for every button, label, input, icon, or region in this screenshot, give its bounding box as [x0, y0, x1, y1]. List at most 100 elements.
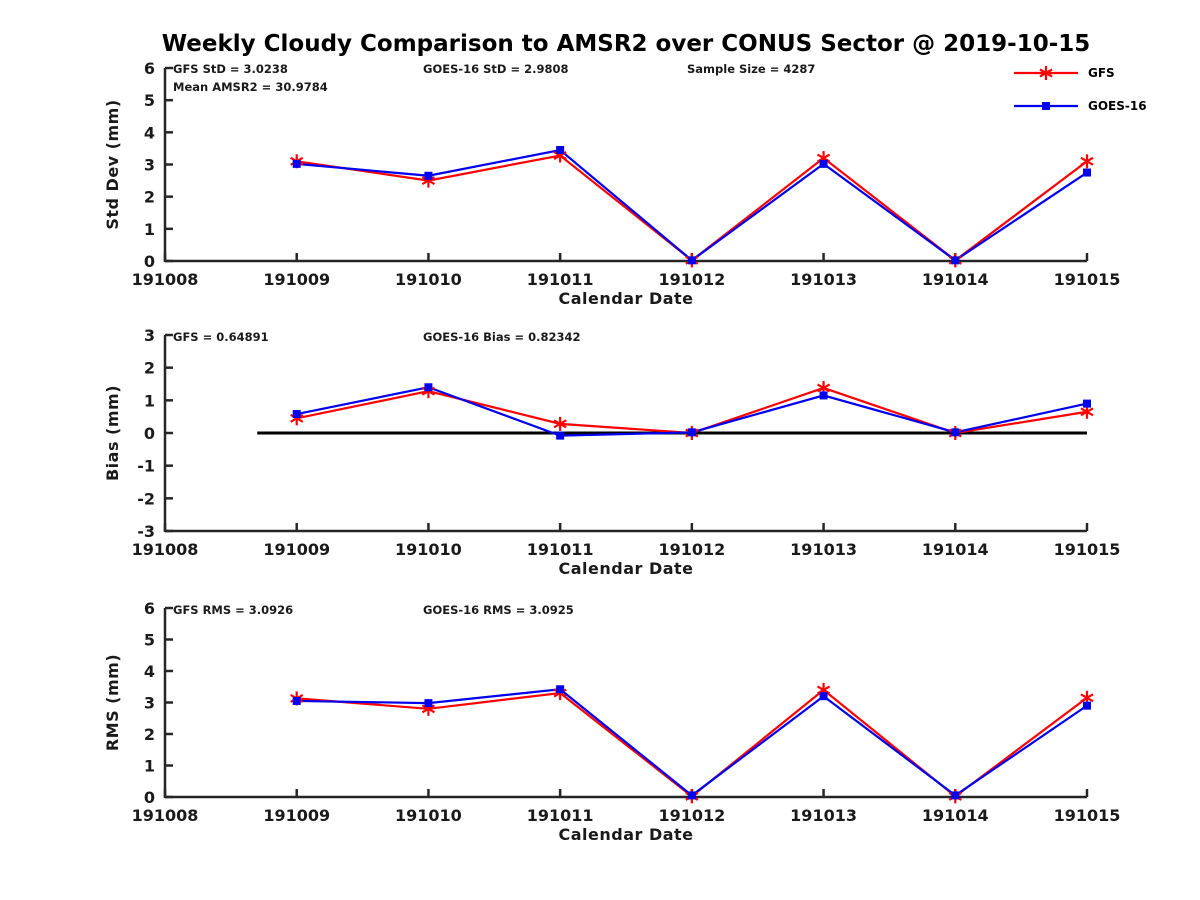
x-tick-label: 191008 [132, 806, 199, 825]
x-axis-label: Calendar Date [558, 289, 693, 308]
y-tick-label: 3 [144, 156, 155, 175]
x-tick-label: 191012 [658, 270, 725, 289]
x-tick-label: 191009 [263, 270, 330, 289]
stat-annotation: Sample Size = 4287 [687, 62, 815, 76]
y-tick-label: 1 [144, 391, 155, 410]
marker-square-icon [292, 696, 301, 705]
subplot-rms: 0 1 2 3 4 5 6 191008 191009 191010 191011 191012 191… [103, 599, 1120, 844]
y-tick-label: 4 [144, 123, 155, 142]
x-tick-label: 191011 [527, 806, 594, 825]
stat-annotation: GOES-16 Bias = 0.82342 [423, 330, 580, 344]
stat-annotation: GFS StD = 3.0238 [173, 62, 288, 76]
x-tick-label: 191008 [132, 270, 199, 289]
stat-annotation: GOES-16 RMS = 3.0925 [423, 603, 574, 617]
marker-square-icon [951, 428, 960, 437]
marker-square-icon [1083, 701, 1091, 710]
x-axis-label: Calendar Date [558, 559, 693, 578]
y-tick-label: -2 [137, 489, 155, 508]
legend-label-gfs: GFS [1088, 66, 1115, 80]
marker-square-icon [951, 791, 960, 800]
y-tick-label: 2 [144, 188, 155, 207]
y-tick-label: 5 [144, 631, 155, 650]
y-tick-label: 5 [144, 91, 155, 110]
y-tick-label: 0 [144, 252, 155, 271]
y-tick-label: -3 [137, 522, 155, 541]
marker-square-icon [1083, 168, 1091, 177]
y-tick-label: 4 [144, 662, 155, 681]
marker-square-icon [1083, 399, 1091, 408]
y-tick-label: 6 [144, 59, 155, 78]
y-tick-label: 3 [144, 326, 155, 345]
x-tick-label: 191012 [658, 806, 725, 825]
y-axis-label: Std Dev (mm) [103, 99, 122, 229]
x-tick-label: 191015 [1054, 540, 1121, 559]
marker-square-icon [819, 692, 828, 701]
subplot-bias: -3 -2 -1 0 1 2 3 191008 191009 191010 191011 191012… [103, 326, 1120, 578]
subplot-std-dev: 0 1 2 3 4 5 6 191008 191009 191010 191011 191012 191… [103, 59, 1120, 308]
marker-square-icon [687, 791, 696, 800]
x-tick-label: 191010 [395, 270, 462, 289]
marker-square-icon [819, 159, 828, 168]
marker-asterisk-icon [553, 416, 567, 431]
x-tick-label: 191015 [1054, 806, 1121, 825]
x-axis-label: Calendar Date [558, 825, 693, 844]
marker-asterisk-icon [1039, 66, 1053, 80]
x-tick-label: 191010 [395, 540, 462, 559]
x-tick-label: 191010 [395, 806, 462, 825]
marker-square-icon [424, 383, 433, 392]
gfs-line-marker-icon [1014, 66, 1078, 80]
stat-annotation: GFS = 0.64891 [173, 330, 269, 344]
x-tick-label: 191011 [527, 270, 594, 289]
y-tick-label: 1 [144, 757, 155, 776]
y-tick-label: 0 [144, 424, 155, 443]
x-tick-label: 191009 [263, 806, 330, 825]
marker-square-icon [292, 159, 301, 168]
y-axis-label: Bias (mm) [103, 385, 122, 481]
x-tick-label: 191009 [263, 540, 330, 559]
marker-square-icon [556, 685, 565, 694]
marker-square-icon [424, 171, 433, 180]
stat-annotation: GFS RMS = 3.0926 [173, 603, 293, 617]
chart-title: Weekly Cloudy Comparison to AMSR2 over C… [161, 31, 1091, 57]
stat-annotation: Mean AMSR2 = 30.9784 [173, 80, 328, 94]
y-tick-label: 0 [144, 788, 155, 807]
x-tick-label: 191014 [922, 270, 989, 289]
series-line-goes-16 [296, 148, 1088, 262]
marker-asterisk-icon [1080, 154, 1094, 169]
series-line-gfs [296, 154, 1088, 262]
marker-square-icon [819, 391, 828, 400]
y-axis-label: RMS (mm) [103, 654, 122, 751]
marker-square-icon [292, 410, 301, 419]
y-tick-label: 2 [144, 359, 155, 378]
y-tick-label: 1 [144, 220, 155, 239]
y-tick-label: 2 [144, 725, 155, 744]
y-tick-label: 3 [144, 694, 155, 713]
x-tick-label: 191011 [527, 540, 594, 559]
x-tick-label: 191014 [922, 540, 989, 559]
x-tick-label: 191013 [790, 806, 857, 825]
legend-item-goes16: GOES-16 [1012, 93, 1147, 119]
legend: GFS GOES-16 [1012, 60, 1147, 119]
series-line-gfs [296, 688, 1088, 798]
marker-square-icon [687, 428, 696, 437]
marker-square-icon [556, 431, 565, 440]
x-tick-label: 191013 [790, 270, 857, 289]
legend-label-goes16: GOES-16 [1088, 99, 1147, 113]
y-tick-label: -1 [137, 457, 155, 476]
series-line-goes-16 [296, 688, 1088, 797]
legend-item-gfs: GFS [1012, 60, 1147, 86]
x-tick-label: 191014 [922, 806, 989, 825]
x-tick-label: 191013 [790, 540, 857, 559]
x-tick-label: 191008 [132, 540, 199, 559]
marker-square-icon [424, 699, 433, 708]
x-tick-label: 191012 [658, 540, 725, 559]
marker-square-icon [1042, 102, 1050, 110]
y-tick-label: 6 [144, 599, 155, 618]
marker-square-icon [951, 256, 960, 265]
stat-annotation: GOES-16 StD = 2.9808 [423, 62, 568, 76]
x-tick-label: 191015 [1054, 270, 1121, 289]
marker-square-icon [687, 256, 696, 265]
goes16-line-marker-icon [1014, 102, 1078, 110]
